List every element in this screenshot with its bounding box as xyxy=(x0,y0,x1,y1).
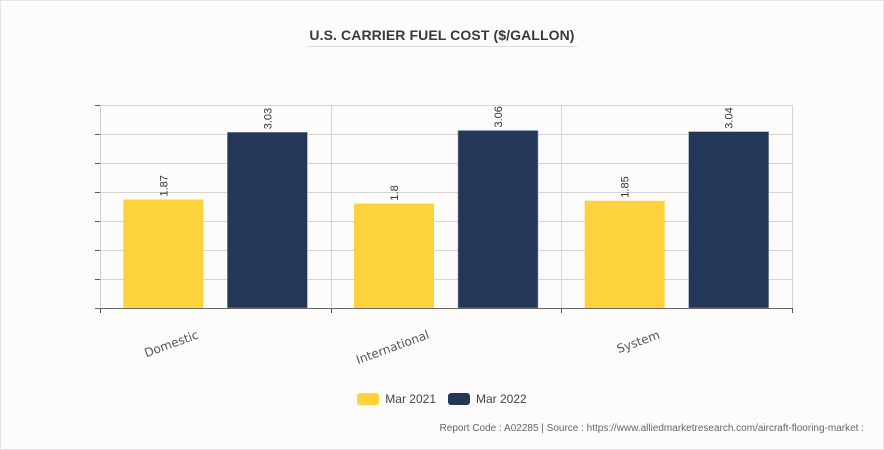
x-tick-label: System xyxy=(615,328,662,356)
data-label: 3.04 xyxy=(724,107,736,128)
bar-system-mar-2022 xyxy=(688,131,769,309)
axes xyxy=(95,105,793,313)
bar-international-mar-2021 xyxy=(354,203,434,308)
x-tick-label: International xyxy=(354,328,431,367)
chart-title: U.S. CARRIER FUEL COST ($/GALLON) xyxy=(309,27,575,43)
legend-label: Mar 2021 xyxy=(385,392,436,406)
legend-swatch xyxy=(448,393,470,405)
x-tick-labels: Domestic International System xyxy=(142,328,661,367)
source-footer: Report Code : A02285 | Source : https://… xyxy=(439,423,864,434)
bar-domestic-mar-2022 xyxy=(227,131,308,309)
data-label: 3.03 xyxy=(262,108,274,129)
legend-item-mar-2021[interactable]: Mar 2021 xyxy=(357,392,436,406)
data-label: 3.06 xyxy=(493,106,505,127)
bar-international-mar-2022 xyxy=(457,130,539,309)
data-label: 1.85 xyxy=(620,176,632,197)
data-label: 1.87 xyxy=(158,175,170,196)
data-label: 1.8 xyxy=(389,185,401,200)
legend-item-mar-2022[interactable]: Mar 2022 xyxy=(448,392,527,406)
bar-system-mar-2021 xyxy=(584,200,665,308)
gridlines xyxy=(100,105,793,308)
bar-domestic-mar-2021 xyxy=(123,199,204,308)
title-underline xyxy=(307,46,577,47)
legend-swatch xyxy=(357,393,380,405)
legend: Mar 2021 Mar 2022 xyxy=(0,392,884,406)
bars xyxy=(123,130,769,309)
x-tick-label: Domestic xyxy=(142,328,200,360)
legend-label: Mar 2022 xyxy=(476,392,527,406)
data-labels: 1.87 3.03 1.8 3.06 1.85 3.04 xyxy=(158,106,735,201)
